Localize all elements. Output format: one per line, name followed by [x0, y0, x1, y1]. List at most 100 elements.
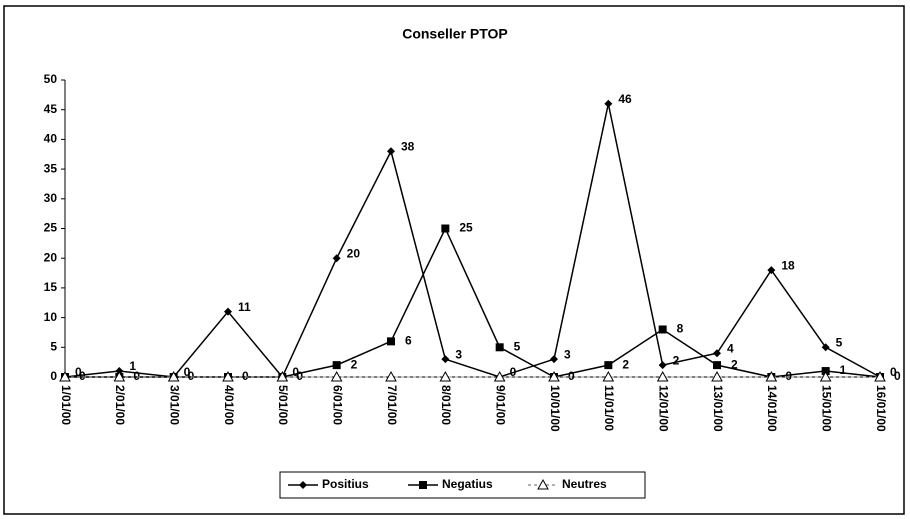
legend-label: Negatius — [442, 477, 493, 491]
point — [821, 343, 830, 352]
data-label: 4 — [727, 341, 734, 355]
y-tick-label: 15 — [44, 280, 58, 294]
x-tick-label: 6/01/00 — [330, 385, 344, 425]
x-tick-label: 10/01/00 — [548, 385, 562, 432]
series-line — [64, 103, 881, 379]
y-tick-label: 5 — [50, 339, 57, 353]
series-line — [65, 226, 881, 378]
point — [441, 355, 450, 364]
y-tick-label: 40 — [44, 132, 58, 146]
data-label: 0 — [890, 365, 897, 379]
x-tick-label: 11/01/00 — [602, 385, 616, 431]
point — [332, 254, 341, 263]
y-tick-label: 25 — [44, 221, 58, 235]
data-label: 8 — [677, 322, 684, 336]
x-tick-label: 15/01/00 — [819, 385, 833, 432]
point — [495, 343, 504, 352]
data-label: 46 — [618, 92, 632, 106]
y-tick-label: 0 — [50, 369, 57, 383]
y-tick-label: 45 — [44, 102, 58, 116]
point — [711, 370, 723, 382]
data-label: 0 — [79, 369, 86, 383]
point — [819, 370, 832, 382]
data-label: 2 — [622, 357, 629, 371]
data-label: 0 — [785, 369, 792, 383]
legend-label: Positius — [322, 477, 369, 491]
y-tick-label: 20 — [44, 250, 58, 264]
data-label: 11 — [238, 300, 251, 314]
x-tick-label: 1/01/00 — [59, 385, 73, 425]
data-label: 0 — [75, 365, 82, 379]
data-label: 2 — [351, 357, 358, 371]
data-label: 2 — [731, 357, 738, 371]
point — [385, 370, 397, 382]
point — [113, 370, 126, 382]
point — [658, 361, 667, 370]
point — [550, 355, 558, 364]
point — [387, 147, 395, 156]
x-tick-label: 9/01/00 — [493, 385, 507, 425]
y-tick-label: 35 — [44, 161, 58, 175]
data-label: 18 — [781, 258, 795, 272]
point — [604, 99, 613, 108]
data-label: 2 — [673, 353, 680, 367]
point — [493, 370, 506, 382]
legend-label: Neutres — [562, 477, 607, 491]
point — [537, 478, 549, 490]
data-label: 5 — [514, 339, 521, 353]
x-tick-label: 7/01/00 — [385, 385, 399, 425]
point — [602, 370, 615, 382]
point — [713, 361, 721, 370]
point — [330, 370, 343, 382]
y-tick-label: 50 — [44, 72, 58, 86]
point — [765, 370, 778, 382]
data-label: 0 — [296, 369, 303, 383]
x-tick-label: 16/01/00 — [874, 385, 888, 432]
data-label: 38 — [401, 139, 415, 153]
data-label: 6 — [405, 334, 412, 348]
point — [59, 370, 71, 382]
x-tick-label: 5/01/00 — [276, 385, 290, 425]
data-label: 25 — [459, 221, 473, 235]
x-tick-label: 4/01/00 — [222, 385, 236, 425]
point — [222, 370, 234, 382]
x-tick-label: 14/01/00 — [765, 385, 779, 432]
data-label: 3 — [564, 347, 571, 361]
legend-box — [279, 471, 646, 499]
point — [658, 325, 667, 334]
y-tick-label: 10 — [44, 310, 58, 324]
y-tick-label: 30 — [44, 191, 58, 205]
point — [439, 370, 452, 382]
chart-border — [3, 5, 905, 515]
data-label: 3 — [455, 347, 462, 361]
data-label: 0 — [188, 369, 195, 383]
data-label: 20 — [347, 246, 361, 260]
data-label: 0 — [184, 365, 191, 379]
point — [224, 307, 232, 316]
x-tick-label: 12/01/00 — [656, 385, 670, 432]
point — [604, 361, 613, 370]
x-tick-label: 3/01/00 — [167, 385, 181, 425]
data-label: 0 — [510, 365, 517, 379]
point — [276, 370, 289, 382]
x-tick-label: 8/01/00 — [439, 385, 453, 425]
data-label: 5 — [836, 335, 843, 349]
point — [419, 481, 427, 489]
data-label: 0 — [242, 369, 249, 383]
data-label: 1 — [840, 363, 847, 377]
data-label: 1 — [129, 359, 136, 373]
point — [548, 370, 560, 382]
point — [767, 266, 776, 275]
point — [713, 349, 721, 358]
chart-title: Conseller PTOP — [402, 26, 508, 42]
x-tick-label: 2/01/00 — [113, 385, 127, 425]
data-label: 0 — [894, 369, 901, 383]
point — [656, 370, 669, 382]
point — [441, 224, 450, 233]
point — [874, 370, 886, 382]
data-label: 0 — [133, 369, 140, 383]
x-tick-label: 13/01/00 — [711, 385, 725, 432]
point — [332, 361, 341, 370]
point — [299, 481, 307, 489]
